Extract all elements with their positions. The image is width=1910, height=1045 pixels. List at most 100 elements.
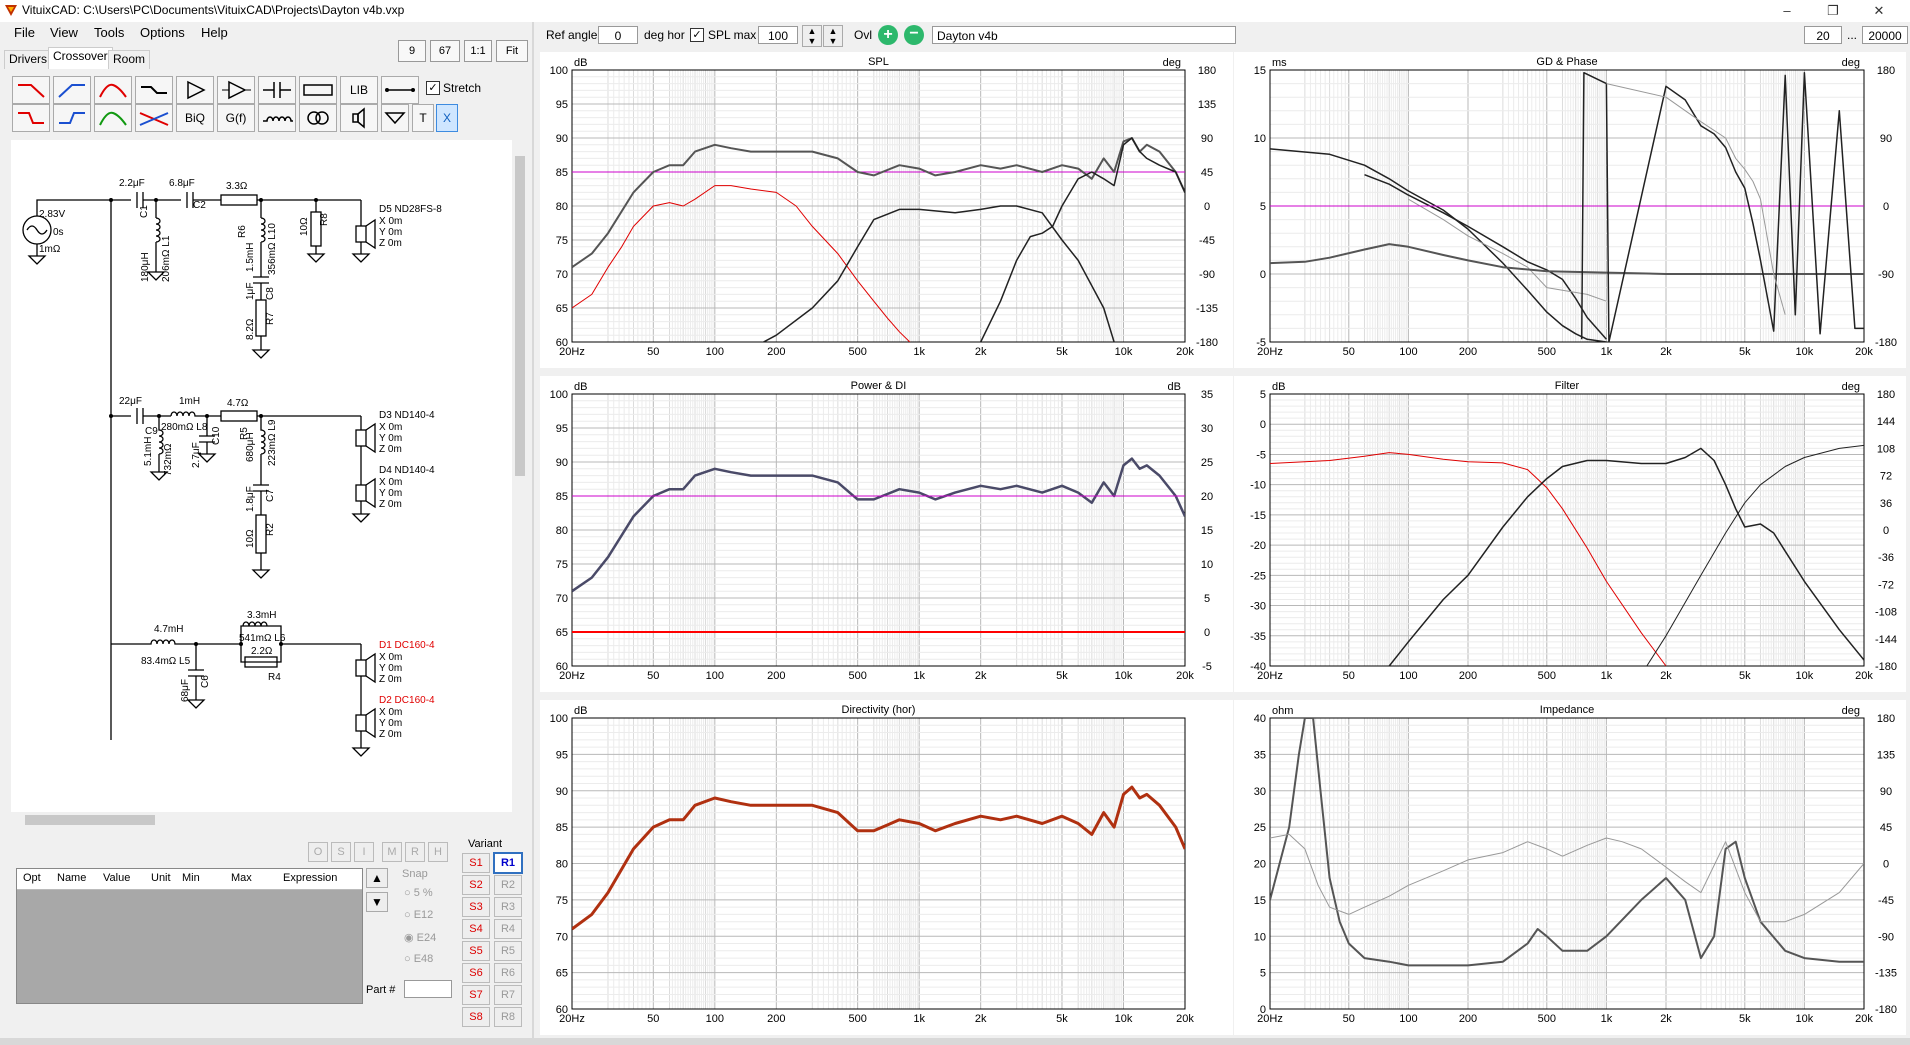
highpass2-button[interactable] xyxy=(53,104,91,132)
bandpass-green-button[interactable] xyxy=(94,104,132,132)
col-opt[interactable]: Opt xyxy=(23,872,41,884)
freq-min-input[interactable]: 20 xyxy=(1804,26,1842,44)
delete-button[interactable]: X xyxy=(436,104,458,132)
variant-s2[interactable]: S2 xyxy=(462,875,490,895)
variant-r6[interactable]: R6 xyxy=(494,963,522,983)
menu-options[interactable]: Options xyxy=(140,25,185,40)
wire-button[interactable] xyxy=(381,76,419,104)
col-expression[interactable]: Expression xyxy=(283,872,338,884)
variant-r4[interactable]: R4 xyxy=(494,919,522,939)
lowpass-red-button[interactable] xyxy=(12,76,50,104)
opt-r-button[interactable]: R xyxy=(405,842,425,862)
variant-r1[interactable]: R1 xyxy=(493,852,523,874)
vscroll-thumb[interactable] xyxy=(515,156,525,476)
add-overlay-button[interactable]: + xyxy=(878,25,898,45)
biquad-button[interactable]: BiQ xyxy=(176,104,214,132)
crossover-button[interactable] xyxy=(135,104,173,132)
menu-file[interactable]: File xyxy=(14,25,35,40)
menu-help[interactable]: Help xyxy=(201,25,228,40)
schematic-canvas[interactable]: 2.83V 0s 1mΩ 2.2μF 6.8μF 3.3Ω C1 C2 180μ… xyxy=(11,140,524,812)
resistor-button[interactable] xyxy=(299,76,337,104)
col-unit[interactable]: Unit xyxy=(151,872,171,884)
close-button[interactable]: ✕ xyxy=(1873,3,1885,18)
filter-chart[interactable]: 50-5-10-15-20-25-30-35-4018014410872360-… xyxy=(1234,376,1906,692)
variant-s4[interactable]: S4 xyxy=(462,919,490,939)
impedance-chart[interactable]: 403530252015105018013590450-45-90-135-18… xyxy=(1234,700,1906,1035)
opt-o-button[interactable]: O xyxy=(308,842,328,862)
col-name[interactable]: Name xyxy=(57,872,87,884)
driver-button[interactable] xyxy=(340,104,378,132)
ground-button[interactable] xyxy=(381,104,409,132)
part-number-input[interactable] xyxy=(404,980,452,998)
opt-h-button[interactable]: H xyxy=(428,842,448,862)
variant-s7[interactable]: S7 xyxy=(462,985,490,1005)
library-button[interactable]: LIB xyxy=(340,76,378,104)
spl-step-button[interactable]: ▲ ▼ xyxy=(823,25,843,47)
zoom-67-button[interactable]: 67 xyxy=(430,40,460,62)
zoom-fit-button[interactable]: Fit xyxy=(496,40,528,62)
variant-r2[interactable]: R2 xyxy=(494,875,522,895)
variant-s5[interactable]: S5 xyxy=(462,941,490,961)
transformer-button[interactable] xyxy=(299,104,337,132)
tab-room[interactable]: Room xyxy=(108,50,151,69)
delay-amp-button[interactable] xyxy=(217,76,255,104)
variant-r3[interactable]: R3 xyxy=(494,897,522,917)
overlay-name-input[interactable]: Dayton v4b xyxy=(932,26,1236,44)
schematic-hscroll[interactable] xyxy=(11,812,515,828)
highpass-blue-button[interactable] xyxy=(53,76,91,104)
opt-i-button[interactable]: I xyxy=(354,842,374,862)
variant-s8[interactable]: S8 xyxy=(462,1007,490,1027)
minimize-button[interactable]: – xyxy=(1783,3,1791,18)
snap-e24[interactable]: ◉ E24 xyxy=(404,932,437,944)
transfer-function-button[interactable]: G(f) xyxy=(217,104,255,132)
snap-e48[interactable]: ○ E48 xyxy=(404,953,434,965)
tab-crossover[interactable]: Crossover xyxy=(48,47,113,69)
schematic-vscroll[interactable] xyxy=(512,140,528,812)
col-min[interactable]: Min xyxy=(182,872,200,884)
menu-tools[interactable]: Tools xyxy=(94,25,125,40)
inductor-button[interactable] xyxy=(258,104,296,132)
move-up-button[interactable]: ▲ xyxy=(366,868,388,888)
spl-chart[interactable]: 100 95 90 85 80 75 70 65 60 180 135 90 45 0 -45 -90 -135… xyxy=(540,52,1233,368)
variant-r5[interactable]: R5 xyxy=(494,941,522,961)
stretch-checkbox[interactable]: ✓ xyxy=(426,81,440,95)
tab-drivers[interactable]: Drivers xyxy=(4,50,52,69)
col-value[interactable]: Value xyxy=(103,872,131,884)
opt-m-button[interactable]: M xyxy=(382,842,402,862)
spl-max-input[interactable]: 100 xyxy=(758,26,798,44)
col-max[interactable]: Max xyxy=(231,872,252,884)
spl-spinner[interactable]: ▲ ▼ xyxy=(802,25,822,47)
bandpass-red-button[interactable] xyxy=(94,76,132,104)
ref-angle-input[interactable]: 0 xyxy=(598,26,638,44)
variant-s3[interactable]: S3 xyxy=(462,897,490,917)
capacitor-button[interactable] xyxy=(258,76,296,104)
lowpass2-button[interactable] xyxy=(12,104,50,132)
zoom-9-button[interactable]: 9 xyxy=(398,40,426,62)
spl-max-checkbox[interactable]: ✓ xyxy=(690,28,704,42)
x-tick-label: 2k xyxy=(975,346,987,358)
text-button[interactable]: T xyxy=(412,104,434,132)
remove-overlay-button[interactable]: − xyxy=(904,25,924,45)
variant-r8[interactable]: R8 xyxy=(494,1007,522,1027)
move-down-button[interactable]: ▼ xyxy=(366,892,388,912)
hscroll-thumb[interactable] xyxy=(25,815,155,825)
x-tick-label: 200 xyxy=(1459,346,1477,358)
menu-view[interactable]: View xyxy=(50,25,78,40)
amplifier-button[interactable] xyxy=(176,76,214,104)
shelf-button[interactable] xyxy=(135,76,173,104)
snap-e12[interactable]: ○ E12 xyxy=(404,909,434,921)
opt-s-button[interactable]: S xyxy=(331,842,351,862)
zoom-1to1-button[interactable]: 1:1 xyxy=(464,40,492,62)
parameter-table[interactable]: Opt Name Value Unit Min Max Expression xyxy=(16,868,363,1004)
power-di-chart[interactable]: 100959085807570656035302520151050-5dB20H… xyxy=(540,376,1233,692)
freq-max-input[interactable]: 20000 xyxy=(1862,26,1908,44)
variant-r7[interactable]: R7 xyxy=(494,985,522,1005)
splitter[interactable] xyxy=(532,22,534,1038)
variant-s6[interactable]: S6 xyxy=(462,963,490,983)
snap-5pct[interactable]: ○ 5 % xyxy=(404,887,433,899)
maximize-button[interactable]: ❐ xyxy=(1827,3,1839,18)
r8-value: 10Ω xyxy=(299,217,310,236)
variant-s1[interactable]: S1 xyxy=(462,853,490,873)
